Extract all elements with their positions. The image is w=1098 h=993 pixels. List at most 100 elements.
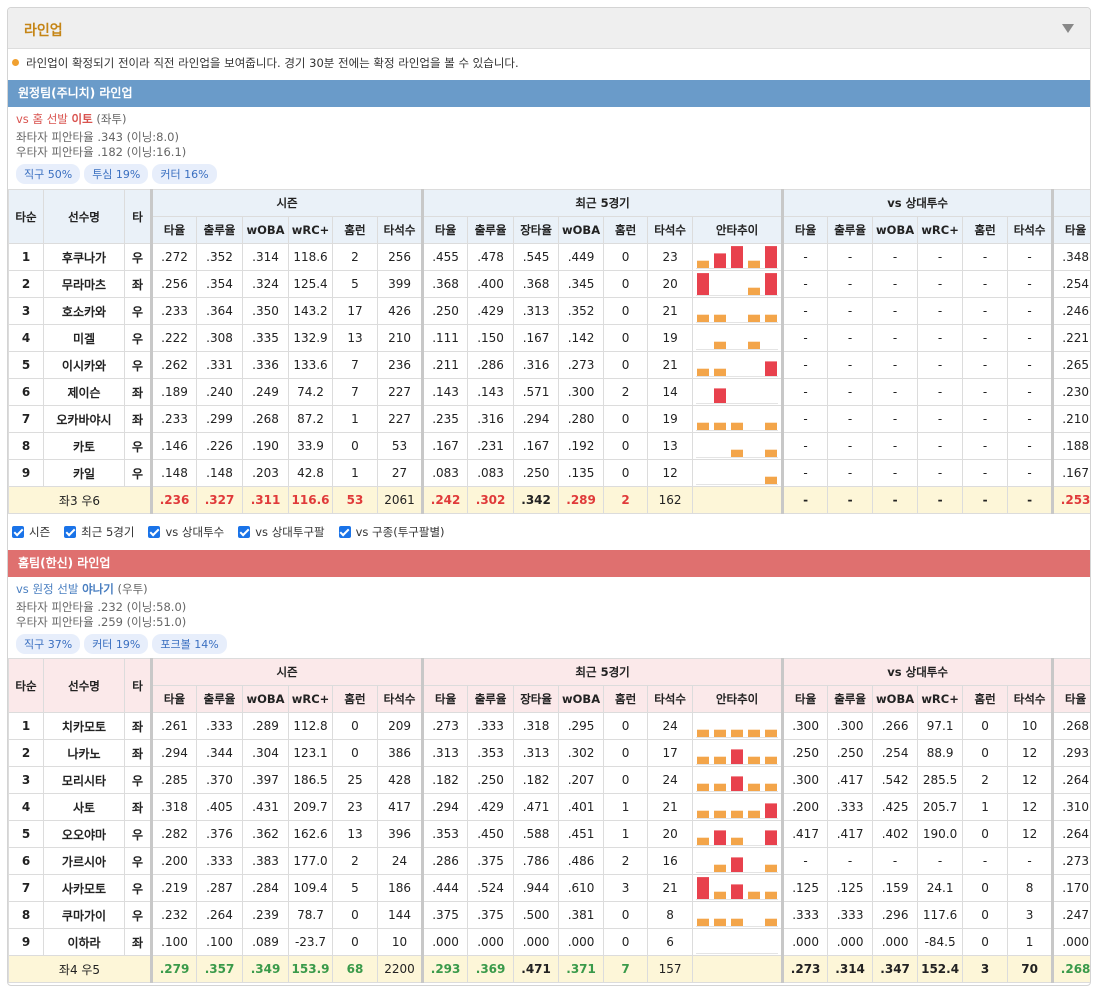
stat-cell: .425 [872, 793, 919, 821]
hit-trend [692, 928, 784, 956]
column-header: 타 [124, 658, 152, 713]
player-row[interactable]: 4 사토 좌 .318.405.431 209.7 23 417.294.429.471.4… [8, 793, 1090, 821]
checkbox[interactable]: 시즌 [12, 524, 50, 540]
checkbox[interactable]: vs 상대투구팔 [238, 524, 325, 540]
checkbox-box[interactable] [64, 526, 77, 538]
stat-cell: - [827, 432, 874, 460]
stat-cell: .150 [467, 324, 515, 352]
team-section: 원정팀(주니치) 라인업 vs 홈 선발 이토 (좌투) 좌타자 피안타율 .343… [8, 80, 1090, 514]
stat-cell: .786 [513, 847, 560, 875]
stat-cell: 0 [962, 928, 1009, 956]
stat-cell: .000 [513, 928, 560, 956]
stat-cell: 209.7 [288, 793, 333, 821]
stat-cell: 42.8 [288, 459, 333, 487]
stat-cell: 143.2 [288, 297, 333, 325]
hit-bar [731, 776, 744, 791]
player-row[interactable]: 6 제이슨 좌 .189.240.249 74.2 7 227.143.143.571.30… [8, 378, 1090, 406]
player-row[interactable]: 3 모리시타 우 .285.370.397 186.5 25 428.182.250.182… [8, 766, 1090, 794]
group-header: 시즌 [149, 658, 424, 686]
checkbox-box[interactable] [148, 526, 161, 538]
hit-bar [714, 253, 727, 268]
column-header: wOBA [558, 216, 605, 244]
pitcher-text: vs 홈 선발 [16, 112, 68, 126]
player-row[interactable]: 9 카일 우 .148.148.203 42.8 1 27.083.083.250.135 0… [8, 459, 1090, 487]
stat-cell: 좌 [124, 739, 152, 767]
column-header: 안타추이 [692, 685, 784, 713]
checkbox-box[interactable] [338, 526, 351, 538]
column-header: 타석수 [647, 685, 694, 713]
stat-cell: .296 [872, 901, 919, 929]
stat-cell: - [827, 405, 874, 433]
checkbox-box[interactable] [12, 526, 24, 538]
collapse-icon[interactable] [1062, 24, 1074, 33]
stat-cell: - [1007, 324, 1054, 352]
player-row[interactable]: 1 후쿠나가 우 .272.352.314 118.6 2 256.455.478.545.… [8, 243, 1090, 271]
stat-cell: 25 [332, 766, 378, 794]
player-row[interactable]: 3 호소카와 우 .233.364.350 143.2 17 426.250.429.313… [8, 297, 1090, 325]
stat-cell: .350 [242, 297, 289, 325]
player-row[interactable]: 4 미겔 우 .222.308.335 132.9 13 210.111.150.167.1… [8, 324, 1090, 352]
hit-bar [731, 729, 744, 737]
stat-cell: 5 [332, 874, 378, 902]
player-name: 카토 [43, 432, 125, 460]
checkbox-box[interactable] [238, 526, 251, 538]
stat-cell: - [1007, 405, 1054, 433]
stat-cell: 2 [603, 847, 649, 875]
stat-cell: - [1007, 378, 1054, 406]
hit-bar [697, 810, 710, 818]
player-row[interactable]: 7 사카모토 우 .219.287.284 109.4 5 186.444.524.944.… [8, 874, 1090, 902]
pitch-tag: 커터 19% [84, 633, 149, 654]
stat-cell: 0 [603, 243, 649, 271]
player-row[interactable]: 2 무라마츠 좌 .256.354.324 125.4 5 399.368.400.368.… [8, 270, 1090, 298]
stat-cell: .190 [242, 432, 289, 460]
stat-cell: - [872, 297, 919, 325]
player-row[interactable]: 5 이시카와 우 .262.331.336 133.6 7 236.211.286.316.… [8, 351, 1090, 379]
total-row: 좌3 우6.236.327.311 116.6 53 2061.242.302.342… [8, 486, 1090, 514]
stat-cell: 74.2 [288, 378, 333, 406]
total-cell: 68 [332, 955, 378, 983]
stat-cell: - [827, 297, 874, 325]
column-header: 안타추이 [692, 216, 784, 244]
player-row[interactable]: 2 나카노 좌 .294.344.304 123.1 0 386.313.353.313.3… [8, 739, 1090, 767]
stat-cell: .417 [827, 820, 874, 848]
checkbox-label: vs 상대투구팔 [255, 525, 325, 539]
checkbox[interactable]: vs 상대투수 [148, 524, 224, 540]
player-row[interactable]: 9 이하라 좌 .100.100.089 -23.7 0 10.000.000.000.00… [8, 928, 1090, 956]
column-header: 타순 [8, 189, 44, 244]
pitcher-text: vs 원정 선발 [16, 582, 79, 596]
hit-chart [696, 953, 779, 954]
stat-cell: .167 [513, 324, 560, 352]
stat-cell: 우 [124, 874, 152, 902]
stat-cell: .148 [196, 459, 243, 487]
player-name: 나카노 [43, 739, 125, 767]
player-row[interactable]: 6 가르시아 우 .200.333.383 177.0 2 24.286.375.786.4… [8, 847, 1090, 875]
player-row[interactable]: 8 카토 우 .146.226.190 33.9 0 53.167.231.167.192 0… [8, 432, 1090, 460]
stat-cell: .233 [150, 297, 197, 325]
group-header: 최근 5경기 [421, 189, 784, 217]
player-name: 치카모토 [43, 712, 125, 740]
checkbox[interactable]: vs 구종(투구팔별) [338, 524, 445, 540]
group-header [1051, 658, 1090, 686]
stat-cell: 24 [647, 712, 694, 740]
panel-header[interactable]: 라인업 [8, 8, 1090, 49]
stat-cell: .375 [421, 901, 469, 929]
stat-cell: .249 [242, 378, 289, 406]
checkbox[interactable]: 최근 5경기 [64, 524, 134, 540]
hit-chart [696, 776, 779, 792]
player-row[interactable]: 1 치카모토 좌 .261.333.289 112.8 0 209.273.333.318.… [8, 712, 1090, 740]
stat-cell: - [872, 378, 919, 406]
stat-cell: .300 [558, 378, 605, 406]
player-name: 이시카와 [43, 351, 125, 379]
stat-cell: .246 [1051, 297, 1090, 325]
stat-cell: .352 [196, 243, 243, 271]
player-name: 사토 [43, 793, 125, 821]
stat-cell: 7 [8, 405, 44, 433]
split-line: 우타자 피안타율 .259 (이닝:51.0) [16, 615, 187, 629]
column-header: wRC+ [917, 685, 964, 713]
stat-cell: .203 [242, 459, 289, 487]
player-row[interactable]: 5 오오야마 우 .282.376.362 162.6 13 396.353.450.588… [8, 820, 1090, 848]
player-row[interactable]: 8 쿠마가이 우 .232.264.239 78.7 0 144.375.375.500.3… [8, 901, 1090, 929]
total-cell: - [962, 486, 1009, 514]
header-row: 타율 출루율 wOBA wRC+ 홈런 타석수 타율 출루율 장타율 wOBA 홈런 타석수 안타추이 타… [8, 216, 1090, 244]
player-row[interactable]: 7 오카바야시 좌 .233.299.268 87.2 1 227.235.316.294.… [8, 405, 1090, 433]
